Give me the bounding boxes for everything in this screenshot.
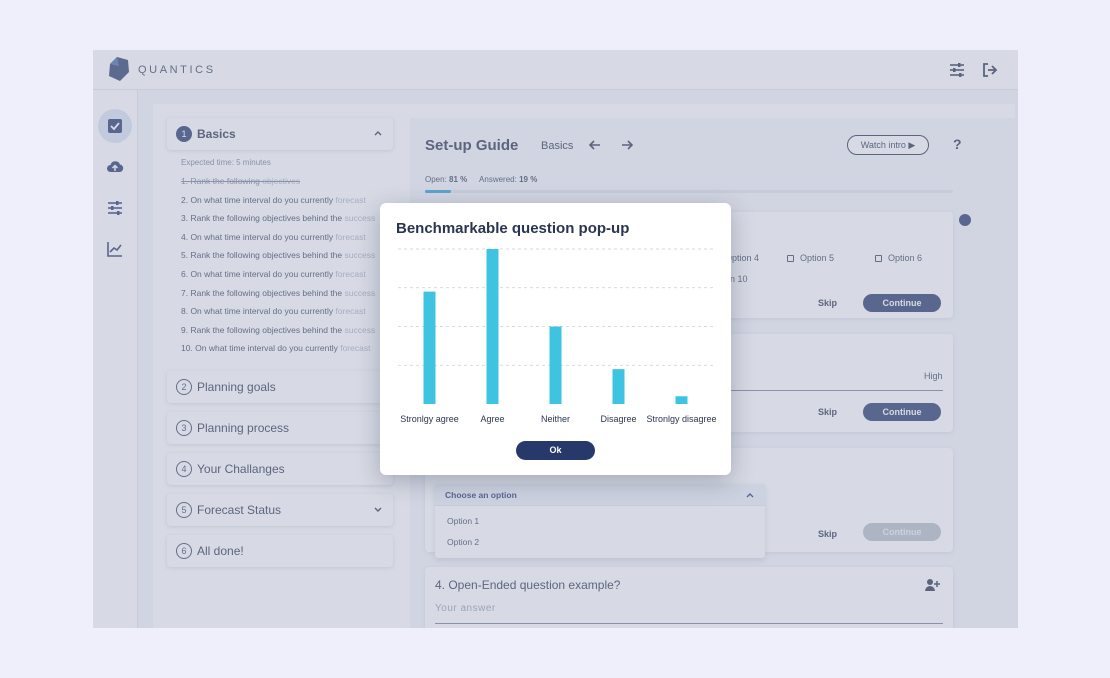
checklist-icon bbox=[108, 119, 122, 133]
step-title: All done! bbox=[197, 544, 244, 558]
x-tick-label: Stronlgy disagree bbox=[646, 414, 716, 424]
x-tick-label: Disagree bbox=[600, 414, 636, 424]
sidebar-item-settings[interactable] bbox=[98, 191, 132, 225]
sidebar bbox=[93, 90, 138, 628]
play-icon: ▶ bbox=[908, 140, 916, 150]
progress-fill bbox=[425, 190, 452, 193]
page-title: Set-up Guide bbox=[425, 137, 519, 154]
question-list-item[interactable]: 2. On what time interval do you currentl… bbox=[181, 194, 366, 205]
chart-bar bbox=[675, 396, 688, 404]
chart-bar bbox=[549, 326, 562, 404]
chevron-up-icon bbox=[746, 493, 754, 498]
skip-button[interactable]: Skip bbox=[818, 529, 838, 539]
slider-high-label: High bbox=[924, 371, 943, 381]
question-list-item[interactable]: 6. On what time interval do you currentl… bbox=[181, 268, 366, 279]
choose-option-dropdown[interactable]: Choose an option Option 1 Option 2 bbox=[435, 484, 765, 558]
settings-sliders-icon[interactable] bbox=[948, 61, 966, 79]
answered-check-icon bbox=[959, 214, 971, 226]
top-bar: QUANTICS bbox=[93, 50, 1018, 90]
answer-input[interactable]: Your answer bbox=[435, 603, 496, 614]
step-title: Planning process bbox=[197, 421, 290, 435]
question-title: 4. Open-Ended question example? bbox=[435, 578, 621, 592]
question-list-item[interactable]: 9. Rank the following objectives behind … bbox=[181, 324, 376, 335]
step-number: 6 bbox=[176, 543, 192, 559]
checkbox-icon bbox=[787, 255, 794, 262]
step-title: Basics bbox=[197, 127, 236, 141]
dropdown-option[interactable]: Option 1 bbox=[447, 516, 480, 526]
watch-intro-button[interactable]: Watch intro ▶ bbox=[847, 135, 929, 155]
option-6[interactable]: Option 6 bbox=[875, 253, 922, 263]
trend-chart-icon bbox=[107, 242, 122, 257]
question-list-item[interactable]: 3. Rank the following objectives behind … bbox=[181, 213, 376, 224]
question-list-item[interactable]: 5. Rank the following objectives behind … bbox=[181, 250, 376, 261]
chart-bar bbox=[486, 249, 499, 404]
step-number: 4 bbox=[176, 461, 192, 477]
step-planning-goals[interactable]: 2 Planning goals bbox=[167, 371, 393, 403]
continue-button[interactable]: Continue bbox=[863, 523, 941, 541]
steps-panel: 1 Basics Expected time: 5 minutes 1. Ran… bbox=[167, 118, 397, 628]
quantics-logo bbox=[109, 57, 129, 81]
step-number: 1 bbox=[176, 126, 192, 142]
brand-name: QUANTICS bbox=[138, 64, 216, 76]
chevron-up-icon[interactable] bbox=[373, 128, 383, 138]
chart-bar bbox=[423, 291, 436, 404]
continue-button[interactable]: Continue bbox=[863, 403, 941, 421]
upload-cloud-icon bbox=[107, 161, 124, 172]
question-list-item[interactable]: 8. On what time interval do you currentl… bbox=[181, 306, 366, 317]
arrow-right-icon[interactable] bbox=[620, 138, 634, 152]
step-number: 3 bbox=[176, 420, 192, 436]
question-list-item[interactable]: 1. Rank the following objectives bbox=[181, 176, 391, 195]
continue-button[interactable]: Continue bbox=[863, 294, 941, 312]
step-your-challanges[interactable]: 4 Your Challanges bbox=[167, 453, 393, 485]
step-title: Forecast Status bbox=[197, 503, 282, 517]
chart-bar bbox=[612, 369, 625, 404]
arrow-left-icon[interactable] bbox=[588, 138, 602, 152]
sidebar-item-analytics[interactable] bbox=[98, 232, 132, 266]
question-list-item[interactable]: 4. On what time interval do you currentl… bbox=[181, 231, 366, 242]
logout-icon[interactable] bbox=[981, 61, 999, 79]
question-list-item[interactable]: 10. On what time interval do you current… bbox=[181, 343, 371, 354]
dropdown-option[interactable]: Option 2 bbox=[447, 537, 480, 547]
answer-underline bbox=[435, 623, 943, 624]
slider-track[interactable] bbox=[725, 390, 943, 391]
option-4[interactable]: Option 4 bbox=[725, 253, 760, 263]
checkbox-icon bbox=[875, 255, 882, 262]
step-number: 5 bbox=[176, 502, 192, 518]
x-tick-label: Neither bbox=[541, 414, 570, 424]
benchmark-modal: Benchmarkable question pop-up Stronlgy a… bbox=[380, 203, 731, 475]
ok-button[interactable]: Ok bbox=[516, 441, 595, 460]
skip-button[interactable]: Skip bbox=[818, 298, 838, 308]
chevron-down-icon[interactable] bbox=[373, 504, 383, 514]
progress-bar bbox=[425, 190, 953, 193]
option-5[interactable]: Option 5 bbox=[787, 253, 834, 263]
step-title: Planning goals bbox=[197, 380, 276, 394]
step-title: Your Challanges bbox=[197, 462, 285, 476]
add-user-icon[interactable] bbox=[924, 577, 940, 593]
step-planning-process[interactable]: 3 Planning process bbox=[167, 412, 393, 444]
step-basics[interactable]: 1 Basics bbox=[167, 118, 393, 150]
question-card-4: 4. Open-Ended question example? Your ans… bbox=[425, 567, 953, 628]
modal-title: Benchmarkable question pop-up bbox=[396, 220, 630, 237]
sidebar-item-upload[interactable] bbox=[98, 150, 132, 184]
sidebar-item-setup[interactable] bbox=[98, 109, 132, 143]
basics-question-list: 1. Rank the following objectives 2. On w… bbox=[181, 176, 391, 362]
expected-time: Expected time: 5 minutes bbox=[181, 158, 271, 167]
step-number: 2 bbox=[176, 379, 192, 395]
help-icon[interactable]: ? bbox=[953, 136, 962, 152]
question-list-item[interactable]: 7. Rank the following objectives behind … bbox=[181, 287, 376, 298]
step-forecast-status[interactable]: 5 Forecast Status bbox=[167, 494, 393, 526]
step-all-done[interactable]: 6 All done! bbox=[167, 535, 393, 567]
dropdown-header[interactable]: Choose an option bbox=[435, 484, 765, 506]
bar-chart: Stronlgy agree Agree Neither Disagree Stronl… bbox=[398, 248, 717, 424]
x-tick-label: Stronlgy agree bbox=[400, 414, 459, 424]
x-tick-label: Agree bbox=[480, 414, 504, 424]
sliders-icon bbox=[108, 201, 122, 215]
section-label: Basics bbox=[541, 140, 574, 152]
progress-stats: Open: 81 % Answered: 19 % bbox=[425, 175, 538, 184]
skip-button[interactable]: Skip bbox=[818, 407, 838, 417]
option-10[interactable]: on 10 bbox=[725, 274, 748, 284]
